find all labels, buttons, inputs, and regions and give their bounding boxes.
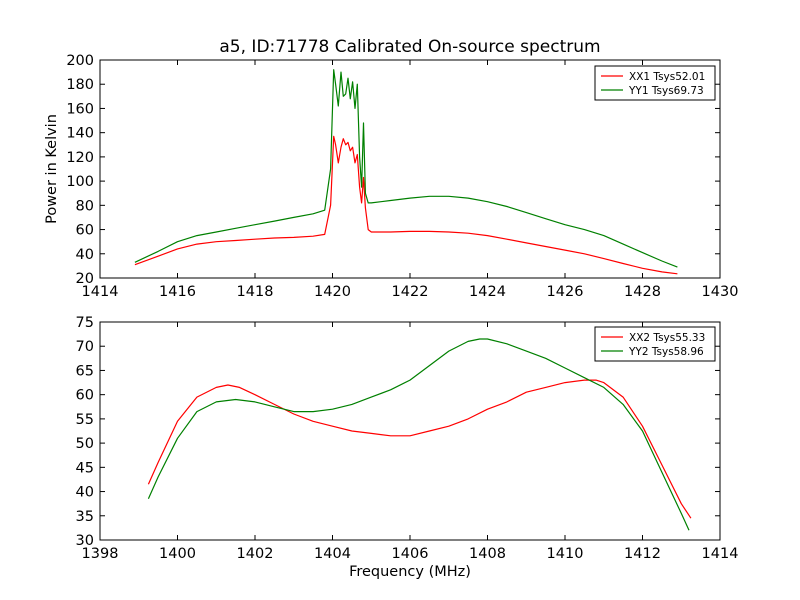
x-tick-label: 1410: [547, 546, 584, 562]
x-tick-label: 1400: [159, 546, 196, 562]
series-line-yy: [134, 69, 678, 268]
legend: XX1 Tsys52.01 YY1 Tsys69.73: [594, 65, 716, 101]
y-tick-label: 35: [76, 509, 94, 525]
y-tick-label: 65: [76, 363, 94, 379]
series-line-yy: [147, 338, 690, 531]
x-tick-label: 1402: [237, 546, 274, 562]
x-tick-label: 1408: [469, 546, 506, 562]
legend-label: XX2 Tsys55.33: [629, 332, 705, 344]
legend-label: YY1 Tsys69.73: [628, 85, 704, 97]
y-tick-label: 40: [76, 485, 94, 501]
y-tick-label: 140: [66, 126, 94, 142]
y-tick-label: 80: [76, 198, 94, 214]
y-tick-label: 70: [76, 339, 94, 355]
legend: XX2 Tsys55.33 YY2 Tsys58.96: [594, 326, 716, 362]
series-group: [134, 69, 678, 275]
x-tick-label: 1416: [159, 284, 196, 300]
x-axis-label: Frequency (MHz): [349, 564, 471, 580]
tick-group: 1398 1400 1402 1404 1406 1408 1410 1412 1414 30 35…: [76, 315, 739, 562]
legend-label: XX1 Tsys52.01: [629, 71, 705, 83]
x-tick-label: 1404: [314, 546, 351, 562]
y-tick-label: 30: [76, 533, 94, 549]
y-tick-label: 200: [66, 53, 94, 69]
x-tick-label: 1398: [82, 546, 119, 562]
y-axis-label: Power in Kelvin: [44, 114, 60, 224]
bottom-chart: Frequency (MHz) 1398 1400 1402 1404 1406 1408…: [76, 315, 739, 580]
x-tick-label: 1422: [392, 284, 429, 300]
x-tick-label: 1414: [702, 546, 739, 562]
legend-box: [594, 326, 716, 362]
x-tick-label: 1428: [624, 284, 661, 300]
series-group: [147, 338, 692, 531]
y-tick-label: 120: [66, 150, 94, 166]
series-line-xx: [134, 135, 678, 275]
y-tick-label: 40: [76, 247, 94, 263]
series-line-xx: [147, 379, 692, 519]
y-tick-label: 55: [76, 412, 94, 428]
y-tick-label: 45: [76, 460, 94, 476]
y-tick-label: 60: [76, 388, 94, 404]
y-tick-label: 160: [66, 101, 94, 117]
y-tick-label: 60: [76, 223, 94, 239]
x-tick-label: 1412: [624, 546, 661, 562]
tick-group: 1414 1416 1418 1420 1422 1424 1426 1428 1430 20 40…: [66, 53, 738, 300]
y-tick-label: 100: [66, 174, 94, 190]
x-tick-label: 1424: [469, 284, 506, 300]
x-tick-label: 1418: [237, 284, 274, 300]
legend-label: YY2 Tsys58.96: [628, 346, 704, 358]
chart-title: a5, ID:71778 Calibrated On-source spectr…: [219, 37, 600, 57]
y-tick-label: 50: [76, 436, 94, 452]
x-tick-label: 1414: [82, 284, 119, 300]
x-tick-label: 1406: [392, 546, 429, 562]
x-tick-label: 1426: [547, 284, 584, 300]
top-chart: a5, ID:71778 Calibrated On-source spectr…: [44, 37, 738, 300]
y-tick-label: 180: [66, 77, 94, 93]
legend-box: [594, 65, 716, 101]
x-tick-label: 1430: [702, 284, 739, 300]
x-tick-label: 1420: [314, 284, 351, 300]
y-tick-label: 20: [76, 271, 94, 287]
y-tick-label: 75: [76, 315, 94, 331]
